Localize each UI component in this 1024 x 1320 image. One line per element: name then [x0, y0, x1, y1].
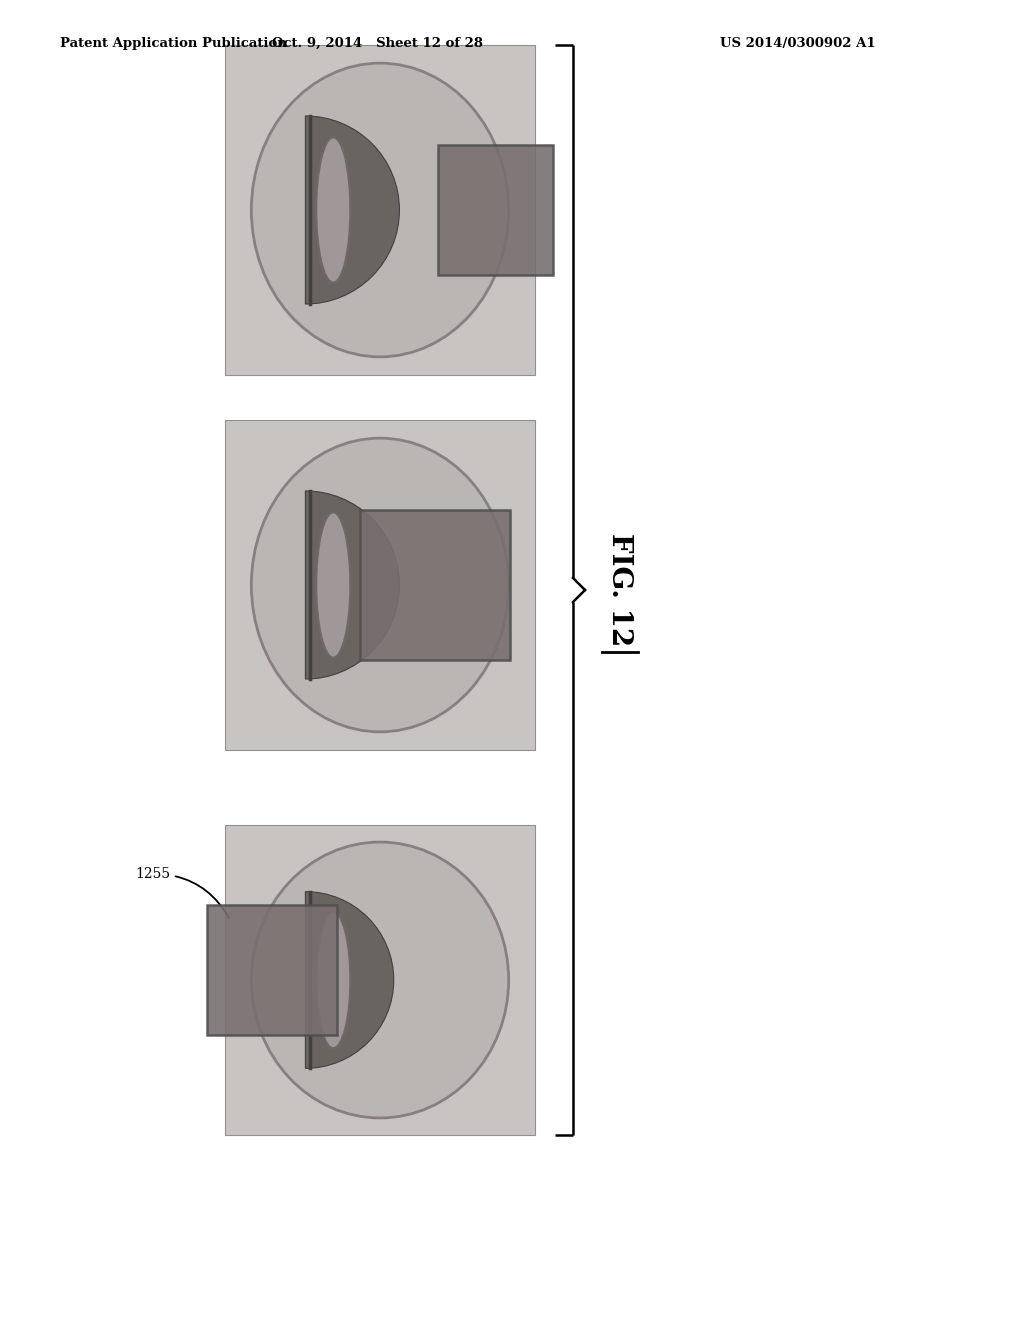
- Ellipse shape: [316, 137, 350, 282]
- Ellipse shape: [251, 63, 509, 356]
- Bar: [225, 45, 535, 375]
- Bar: [437, 145, 553, 275]
- Text: Oct. 9, 2014   Sheet 12 of 28: Oct. 9, 2014 Sheet 12 of 28: [272, 37, 483, 50]
- Ellipse shape: [316, 512, 350, 657]
- Wedge shape: [305, 891, 394, 1068]
- Bar: [207, 906, 337, 1035]
- Ellipse shape: [251, 842, 509, 1118]
- Text: US 2014/0300902 A1: US 2014/0300902 A1: [720, 37, 876, 50]
- Bar: [225, 420, 535, 750]
- Wedge shape: [305, 491, 399, 678]
- Ellipse shape: [251, 438, 509, 731]
- Bar: [225, 825, 535, 1135]
- Text: Patent Application Publication: Patent Application Publication: [60, 37, 287, 50]
- Text: 1255: 1255: [135, 867, 229, 919]
- Wedge shape: [305, 116, 399, 304]
- Ellipse shape: [316, 912, 350, 1048]
- Bar: [360, 510, 510, 660]
- Text: FIG. 12: FIG. 12: [606, 533, 634, 647]
